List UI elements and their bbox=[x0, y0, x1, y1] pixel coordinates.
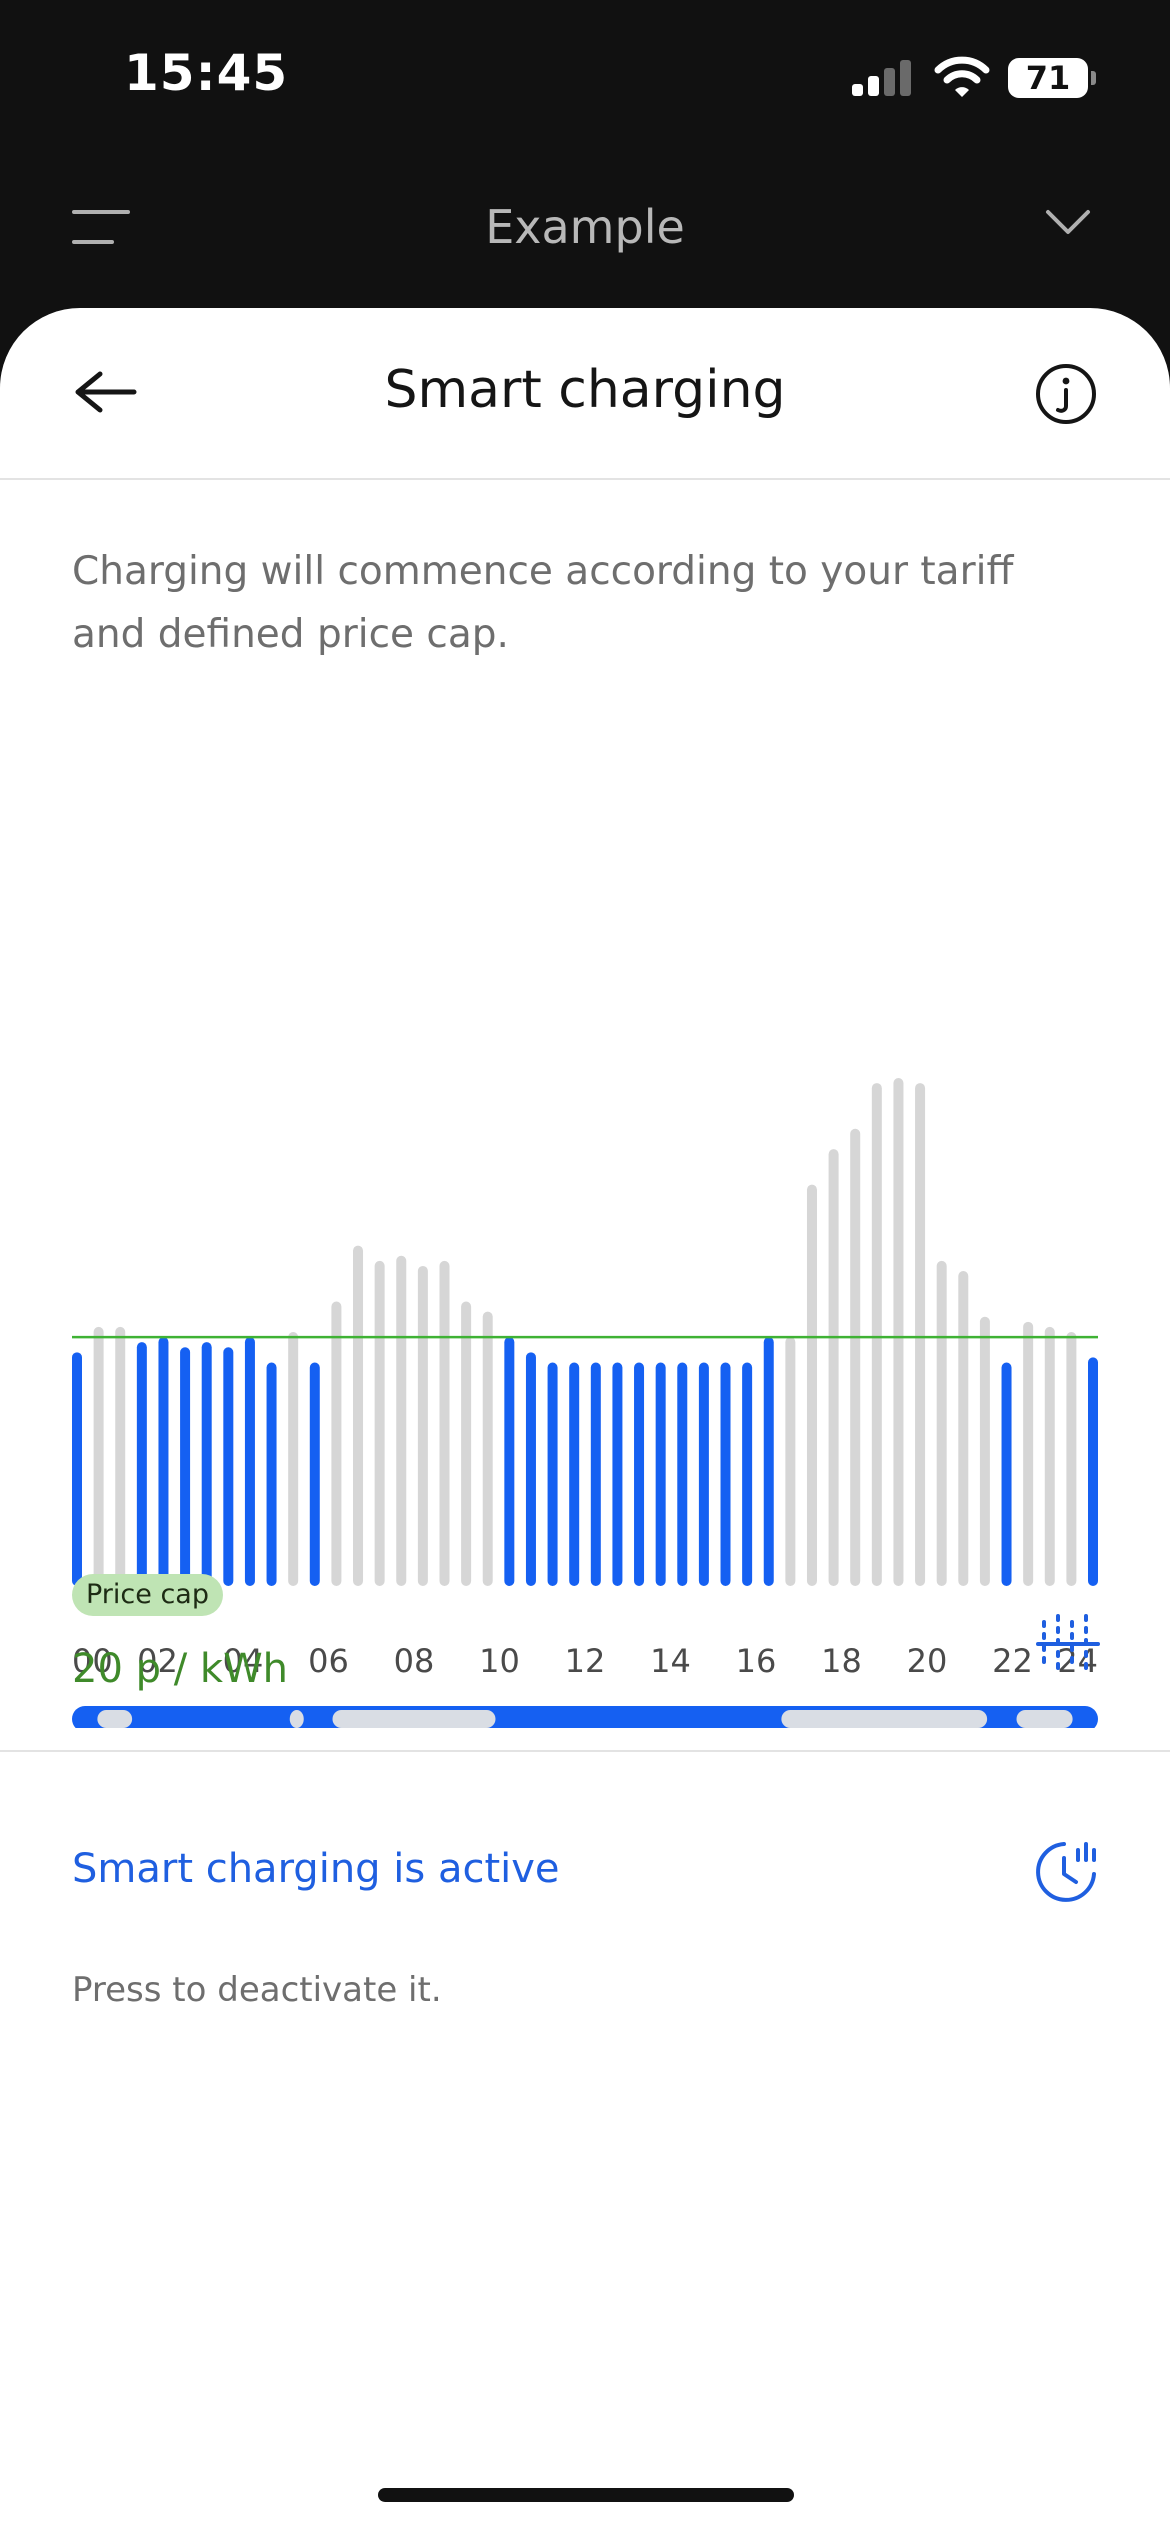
idle-period-segment bbox=[781, 1710, 988, 1728]
menu-icon[interactable] bbox=[72, 206, 130, 246]
price-bar bbox=[1088, 1357, 1098, 1586]
status-bar: 15:45 71 bbox=[0, 0, 1170, 150]
x-tick-label: 08 bbox=[394, 1642, 435, 1680]
price-bar bbox=[158, 1337, 169, 1586]
price-bar bbox=[93, 1326, 104, 1586]
status-time: 15:45 bbox=[124, 44, 289, 102]
x-tick-label: 02 bbox=[137, 1642, 178, 1680]
price-bar bbox=[180, 1347, 191, 1586]
x-tick-label: 18 bbox=[821, 1642, 862, 1680]
idle-period-segment bbox=[1016, 1710, 1073, 1728]
wifi-icon bbox=[934, 56, 990, 97]
price-bar bbox=[655, 1362, 666, 1586]
price-bar bbox=[1044, 1326, 1055, 1586]
price-cap-value: 20 p / kWh bbox=[72, 1646, 288, 1692]
price-bar bbox=[893, 1078, 904, 1586]
price-bar bbox=[504, 1337, 515, 1586]
idle-period-segment bbox=[289, 1710, 304, 1728]
price-bar bbox=[806, 1184, 817, 1586]
price-bar bbox=[136, 1342, 147, 1586]
price-bar bbox=[958, 1271, 969, 1586]
smart-charging-status[interactable]: Smart charging is active Press to deacti… bbox=[0, 1752, 1170, 2052]
x-tick-label: 00 bbox=[72, 1642, 113, 1680]
price-bar bbox=[569, 1362, 580, 1586]
price-bar bbox=[72, 1352, 82, 1586]
x-tick-label: 04 bbox=[223, 1642, 264, 1680]
price-bar bbox=[266, 1362, 277, 1586]
back-arrow-icon[interactable] bbox=[70, 362, 140, 422]
home-indicator bbox=[378, 2488, 794, 2502]
x-tick-label: 22 bbox=[992, 1642, 1033, 1680]
smart-charging-active-label[interactable]: Smart charging is active bbox=[72, 1846, 560, 1892]
price-bar bbox=[547, 1362, 558, 1586]
x-tick-label: 24 bbox=[1057, 1642, 1098, 1680]
price-bar bbox=[785, 1337, 796, 1586]
price-bar bbox=[309, 1362, 320, 1586]
sheet-header: Smart charging bbox=[0, 308, 1170, 480]
price-bar bbox=[871, 1083, 882, 1586]
price-cap-section[interactable]: Price cap 20 p / kWh bbox=[0, 1548, 1170, 1752]
price-chart: 00 02 04 06 08 10 12 14 16 18 20 22 24 bbox=[0, 748, 1170, 1728]
idle-period-segment bbox=[332, 1710, 496, 1728]
price-bar bbox=[353, 1245, 364, 1586]
price-bar bbox=[374, 1260, 385, 1586]
price-bar bbox=[331, 1301, 342, 1586]
price-bar bbox=[244, 1337, 255, 1586]
x-tick-label: 06 bbox=[308, 1642, 349, 1680]
info-icon[interactable] bbox=[1034, 362, 1098, 426]
price-bar bbox=[915, 1083, 926, 1586]
price-bar bbox=[850, 1128, 861, 1586]
x-tick-label: 20 bbox=[907, 1642, 948, 1680]
cellular-signal-icon bbox=[852, 58, 914, 96]
x-tick-label: 16 bbox=[736, 1642, 777, 1680]
price-bar bbox=[1066, 1332, 1077, 1586]
price-chart-svg: 00 02 04 06 08 10 12 14 16 18 20 22 24 bbox=[72, 1078, 1098, 1728]
price-bar bbox=[936, 1260, 947, 1586]
price-bar bbox=[115, 1326, 126, 1586]
price-bar bbox=[288, 1332, 299, 1586]
price-bar bbox=[1023, 1321, 1034, 1586]
price-bar bbox=[612, 1362, 623, 1586]
price-bar bbox=[396, 1255, 407, 1586]
price-bar bbox=[590, 1362, 601, 1586]
top-navigation: Example bbox=[0, 160, 1170, 290]
price-cap-badge: Price cap bbox=[72, 1574, 223, 1616]
smart-charging-sheet: Smart charging Charging will commence ac… bbox=[0, 308, 1170, 2532]
price-bar bbox=[461, 1301, 472, 1586]
deactivate-hint: Press to deactivate it. bbox=[72, 1970, 442, 2010]
price-bar bbox=[525, 1352, 536, 1586]
price-bar bbox=[417, 1265, 428, 1586]
chevron-down-icon[interactable] bbox=[1044, 206, 1092, 238]
charging-description: Charging will commence according to your… bbox=[72, 549, 1014, 657]
price-bar bbox=[828, 1149, 839, 1586]
idle-period-segment bbox=[97, 1710, 133, 1728]
price-bar bbox=[634, 1362, 645, 1586]
price-bar bbox=[979, 1316, 990, 1586]
price-bar bbox=[439, 1260, 450, 1586]
site-title[interactable]: Example bbox=[485, 200, 685, 254]
clock-schedule-icon[interactable] bbox=[1034, 1838, 1100, 1904]
price-bar bbox=[720, 1362, 731, 1586]
price-bar bbox=[763, 1337, 774, 1586]
battery-indicator: 71 bbox=[1008, 58, 1096, 98]
price-bar bbox=[698, 1362, 709, 1586]
x-tick-label: 10 bbox=[479, 1642, 520, 1680]
page-title: Smart charging bbox=[384, 360, 786, 420]
price-bar bbox=[201, 1342, 212, 1586]
price-bar bbox=[742, 1362, 753, 1586]
sliders-icon[interactable] bbox=[1036, 1614, 1100, 1674]
price-bar bbox=[677, 1362, 688, 1586]
x-tick-label: 14 bbox=[650, 1642, 691, 1680]
x-tick-label: 12 bbox=[565, 1642, 606, 1680]
price-bar bbox=[482, 1311, 493, 1586]
price-bar bbox=[1001, 1362, 1012, 1586]
price-bar bbox=[223, 1347, 234, 1586]
